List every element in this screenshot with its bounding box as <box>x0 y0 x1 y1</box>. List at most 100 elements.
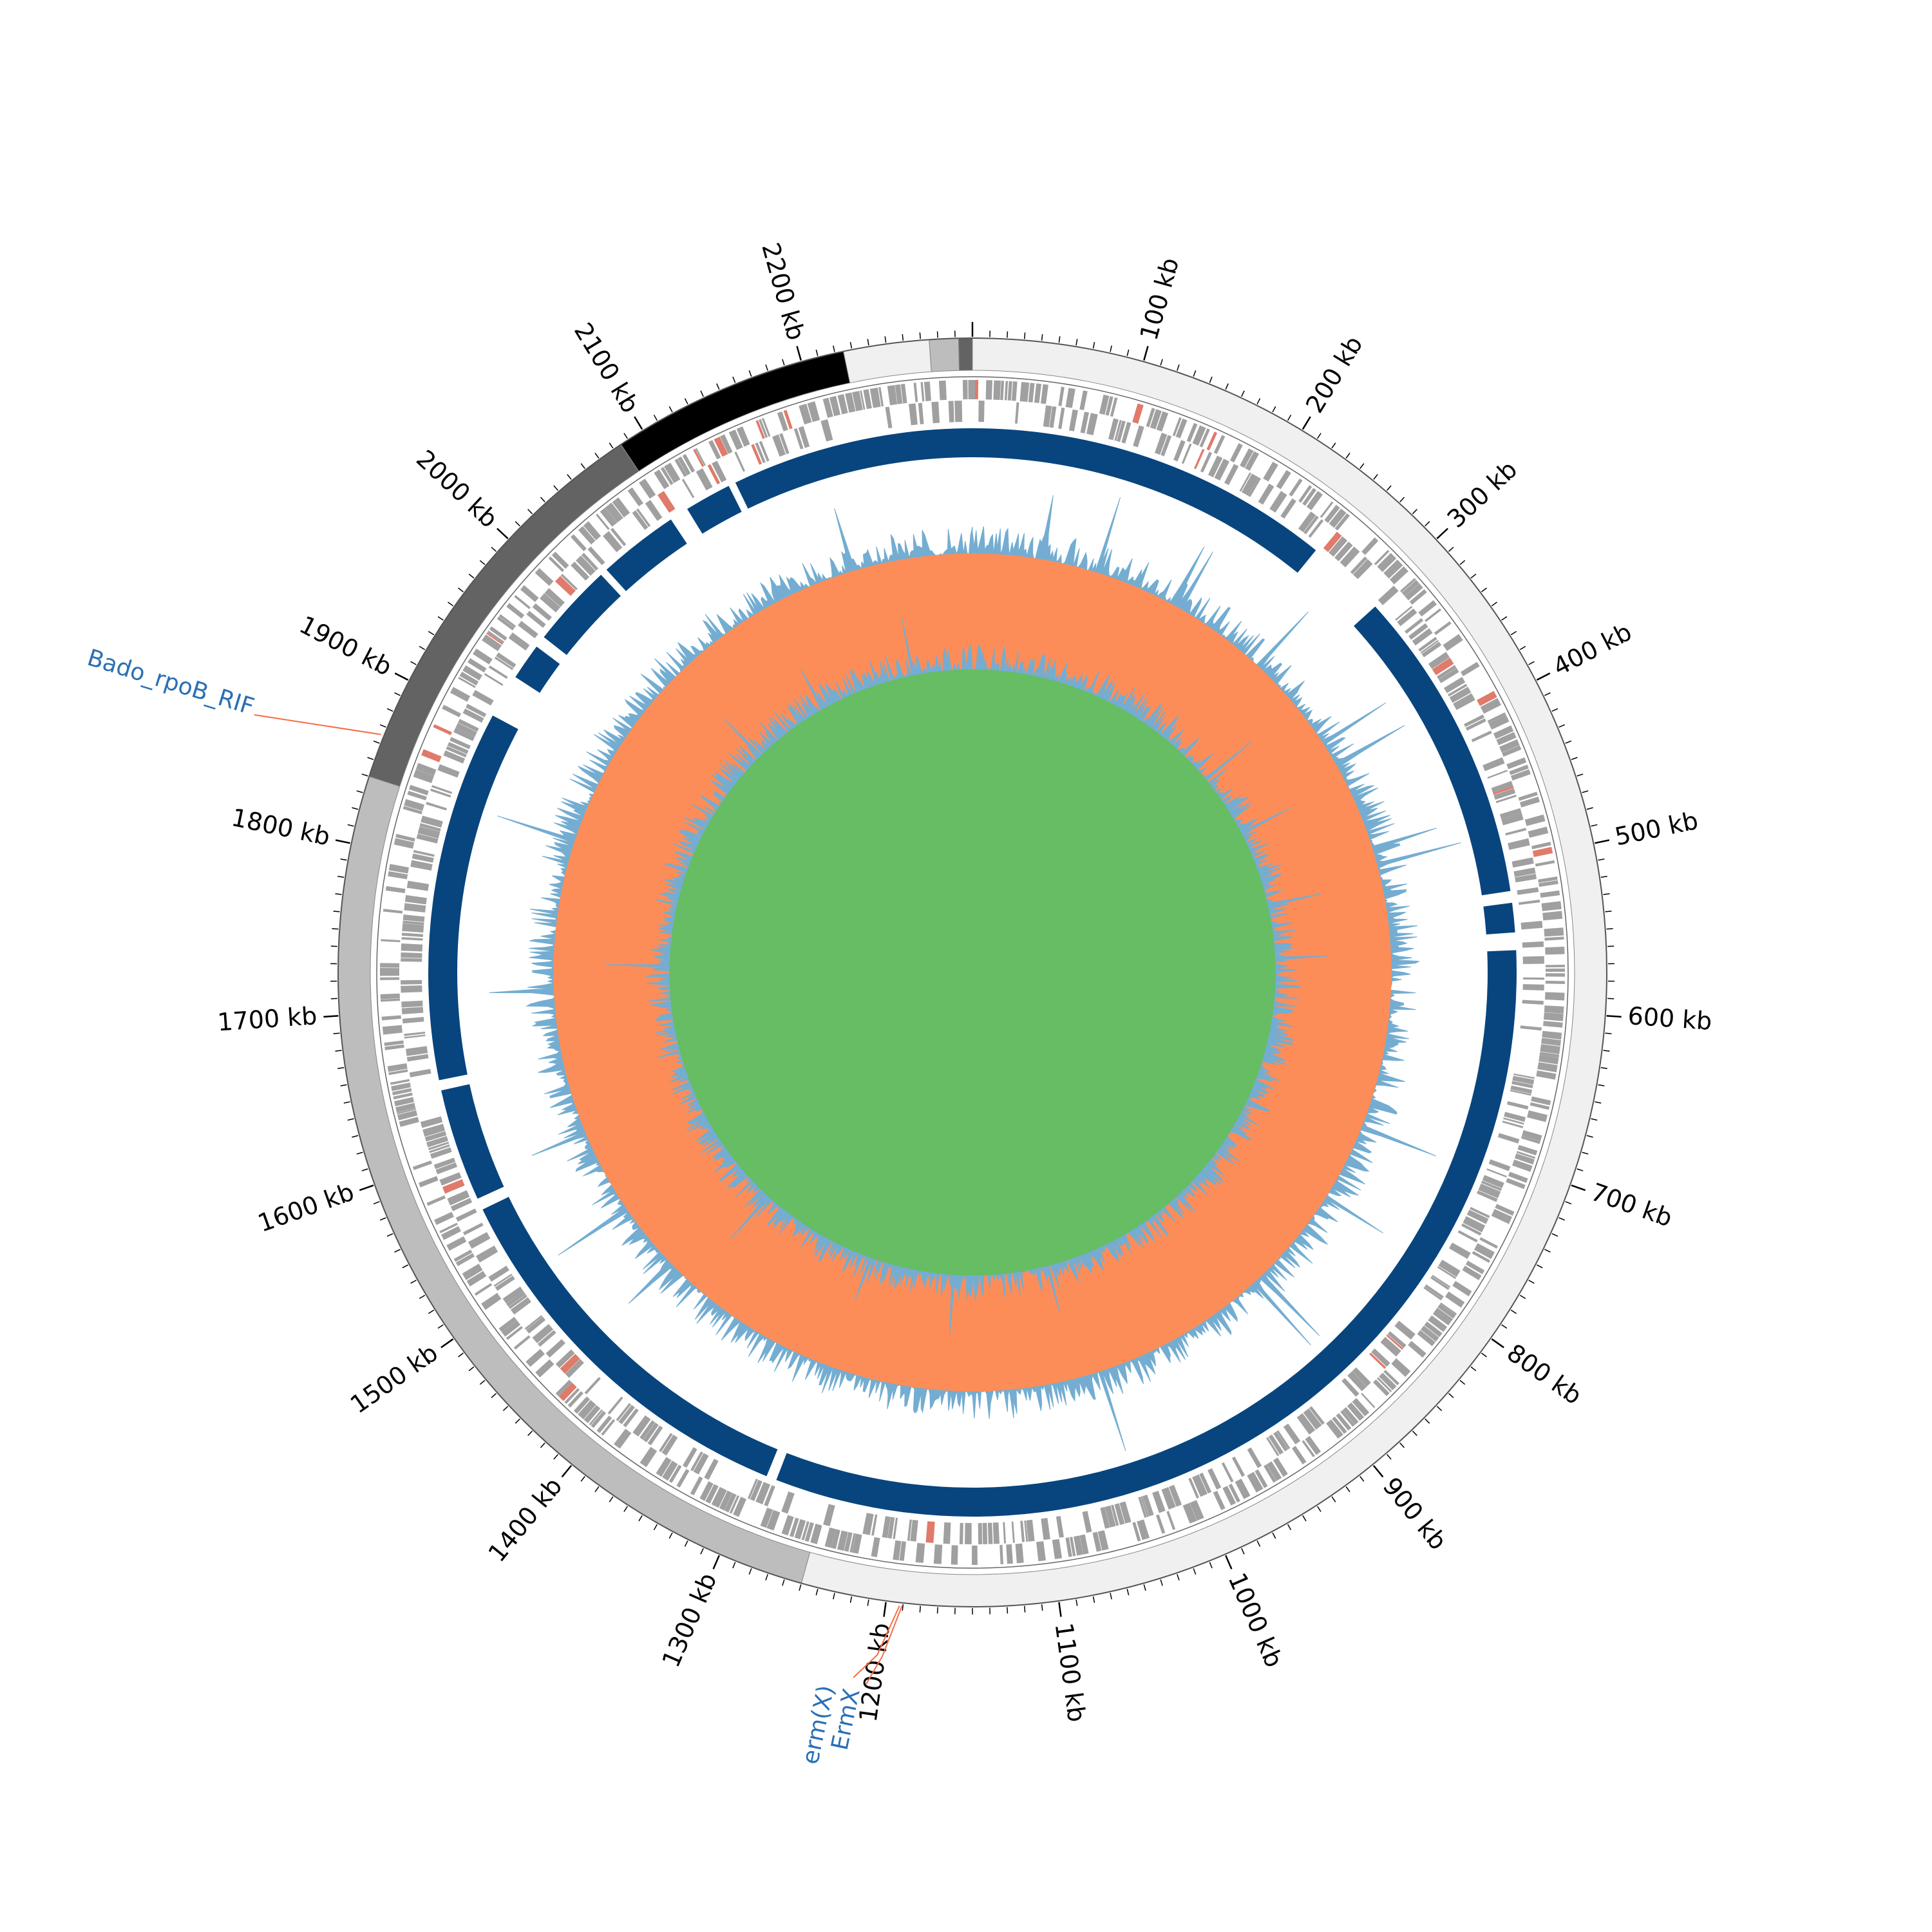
minor-tick <box>1600 876 1607 878</box>
minor-tick <box>1126 349 1130 356</box>
gene-feature <box>487 630 505 644</box>
gene-feature <box>401 980 422 985</box>
gene-feature <box>820 419 833 442</box>
gene-feature <box>783 410 793 430</box>
gene-feature <box>468 658 487 673</box>
gene-feature <box>1531 1096 1551 1106</box>
gene-feature <box>596 1416 612 1434</box>
major-tick <box>440 1338 454 1349</box>
gene-feature <box>798 426 810 448</box>
minor-tick <box>361 773 368 777</box>
gene-feature <box>1092 1531 1102 1552</box>
gene-feature <box>1473 1243 1495 1259</box>
gene-feature <box>951 1545 958 1565</box>
minor-tick <box>1160 1579 1163 1586</box>
minor-tick <box>815 1589 819 1596</box>
blast-hit-block <box>515 647 560 693</box>
minor-tick <box>1412 1430 1417 1436</box>
gene-feature <box>1168 1484 1182 1507</box>
gene-feature <box>965 1522 972 1544</box>
minor-tick <box>1373 474 1378 480</box>
gene-feature <box>1221 1462 1234 1482</box>
gene-feature <box>1166 1511 1176 1530</box>
gene-feature <box>1503 1117 1524 1125</box>
gene-feature <box>915 1542 925 1563</box>
gene-feature <box>1453 693 1475 710</box>
minor-tick <box>623 1506 628 1512</box>
gene-feature <box>1006 1544 1013 1564</box>
gene-feature <box>1524 814 1546 826</box>
gene-feature <box>1405 583 1423 601</box>
gene-feature <box>1371 1348 1390 1367</box>
minor-tick <box>1586 1135 1593 1138</box>
major-tick <box>1058 1602 1062 1617</box>
gene-feature <box>433 1157 456 1170</box>
minor-tick <box>1386 485 1392 491</box>
gene-feature <box>1401 580 1419 596</box>
gene-feature <box>1543 1021 1563 1028</box>
gene-feature <box>1520 1135 1540 1144</box>
gene-feature <box>401 958 422 962</box>
minor-tick <box>340 1084 347 1086</box>
gene-feature <box>1472 1251 1491 1263</box>
gene-feature <box>402 914 425 922</box>
gene-feature <box>384 1044 404 1050</box>
gene-feature <box>581 553 599 571</box>
gene-feature <box>412 853 434 863</box>
gene-feature <box>380 977 400 980</box>
tick-label: 100 kb <box>1135 254 1185 343</box>
gene-feature <box>764 1485 775 1507</box>
gene-feature <box>1340 1410 1356 1427</box>
gene-feature <box>421 815 443 828</box>
gene-feature <box>882 1516 891 1539</box>
gene-feature <box>777 411 788 431</box>
gene-feature <box>654 469 670 489</box>
gene-feature <box>583 1405 601 1423</box>
gene-feature <box>1478 1183 1501 1198</box>
gene-feature <box>430 788 451 798</box>
minor-tick <box>668 1532 673 1539</box>
gene-feature <box>394 1097 415 1107</box>
gene-feature <box>493 1273 513 1287</box>
minor-tick <box>335 893 342 895</box>
gene-feature <box>1049 406 1057 428</box>
minor-tick <box>373 1201 380 1205</box>
gene-feature <box>1142 1494 1154 1517</box>
gene-feature <box>707 464 721 485</box>
gene-feature <box>910 1519 918 1542</box>
gene-feature <box>1086 413 1098 435</box>
gene-feature <box>601 1419 616 1436</box>
gene-feature <box>1430 1276 1450 1291</box>
gene-feature <box>1155 1514 1166 1534</box>
gene-feature <box>459 672 479 686</box>
gene-feature <box>397 1108 416 1115</box>
minor-tick <box>1528 1280 1535 1284</box>
tick-label: 1300 kb <box>656 1569 722 1672</box>
gene-feature <box>1522 977 1544 980</box>
minor-tick <box>1412 509 1417 515</box>
gene-feature <box>1172 417 1182 437</box>
gene-feature <box>1058 386 1065 406</box>
gene-feature <box>1502 745 1522 757</box>
minor-tick <box>428 1309 435 1314</box>
gene-feature <box>462 1264 483 1280</box>
gene-feature <box>560 573 578 591</box>
gene-feature <box>404 903 426 913</box>
gene-feature <box>985 380 993 400</box>
gene-feature <box>1283 1423 1301 1444</box>
minor-tick <box>1241 390 1245 397</box>
minor-tick <box>1143 1584 1146 1591</box>
gene-feature <box>719 1490 733 1511</box>
gene-feature <box>397 1110 418 1121</box>
gene-feature <box>416 833 439 844</box>
gene-feature <box>555 1379 573 1397</box>
gene-feature <box>972 1545 978 1566</box>
blast-hit-block <box>687 486 742 534</box>
minor-tick <box>1591 824 1598 827</box>
gene-feature <box>1137 1519 1150 1540</box>
gene-feature <box>1544 1005 1564 1014</box>
minor-tick <box>1386 1454 1392 1460</box>
minor-tick <box>867 1599 869 1606</box>
gene-feature <box>1491 1209 1513 1224</box>
major-tick <box>796 346 802 361</box>
